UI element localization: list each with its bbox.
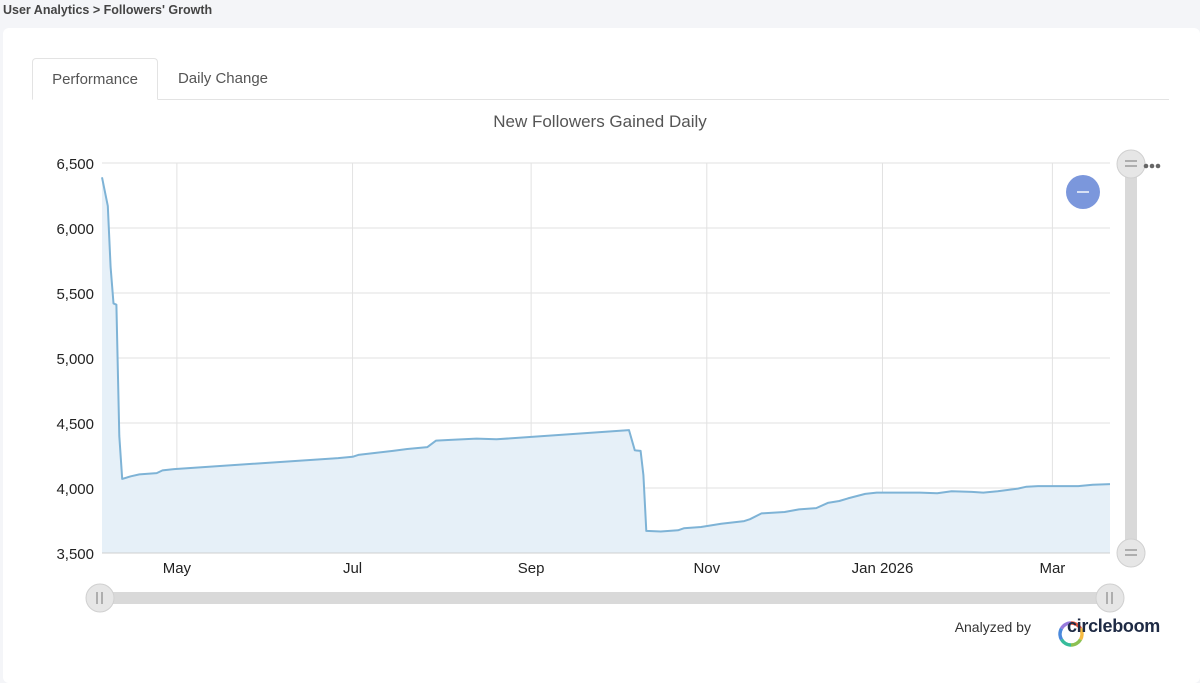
plot-area xyxy=(101,177,1111,554)
series-line xyxy=(101,177,1111,533)
y-tick-label: 5,500 xyxy=(56,286,94,303)
analyzed-by-credit: Analyzed by circleboom xyxy=(954,616,1161,637)
y-tick-label: 3,500 xyxy=(56,546,94,563)
x-tick-label: Jul xyxy=(343,560,362,577)
y-tick-label: 6,000 xyxy=(56,221,94,238)
x-tick-label: Jan 2026 xyxy=(852,560,914,577)
chart-card: Performance Daily Change xyxy=(3,28,1200,683)
y-tick-label: 5,000 xyxy=(56,351,94,368)
zoom-out-button[interactable] xyxy=(1066,175,1100,209)
x-tick-label: May xyxy=(163,560,192,577)
vertical-scrollbar-track[interactable] xyxy=(1125,165,1137,553)
x-tick-label: Mar xyxy=(1039,560,1065,577)
horizontal-scrollbar-track[interactable] xyxy=(100,592,1110,604)
horizontal-scroll-handle-right[interactable] xyxy=(1095,583,1125,613)
y-tick-label: 4,500 xyxy=(56,416,94,433)
vertical-scroll-handle-bottom[interactable] xyxy=(1116,538,1146,568)
y-tick-label: 4,000 xyxy=(56,481,94,498)
tab-performance[interactable]: Performance xyxy=(32,58,158,100)
y-tick-label: 6,500 xyxy=(56,156,94,173)
breadcrumb: User Analytics > Followers' Growth xyxy=(3,3,213,17)
x-tick-label: Nov xyxy=(693,560,720,577)
brand-name: circleboom xyxy=(1066,616,1160,636)
tab-daily-change[interactable]: Daily Change xyxy=(177,70,269,87)
circleboom-logo-icon xyxy=(1058,621,1084,647)
horizontal-scroll-handle-left[interactable] xyxy=(85,583,115,613)
vertical-scroll-handle-top[interactable] xyxy=(1116,149,1146,179)
tab-bar: Performance Daily Change xyxy=(32,58,1169,100)
ellipsis-icon[interactable] xyxy=(1143,163,1161,169)
x-tick-label: Sep xyxy=(518,560,545,577)
analyzed-by-label: Analyzed by xyxy=(954,618,1031,635)
axes: 3,500 4,000 4,500 5,000 5,500 6,000 6,500 May Ju… xyxy=(56,156,1110,577)
chart-title: New Followers Gained Daily xyxy=(493,112,707,131)
series-area-fill xyxy=(102,177,1110,554)
